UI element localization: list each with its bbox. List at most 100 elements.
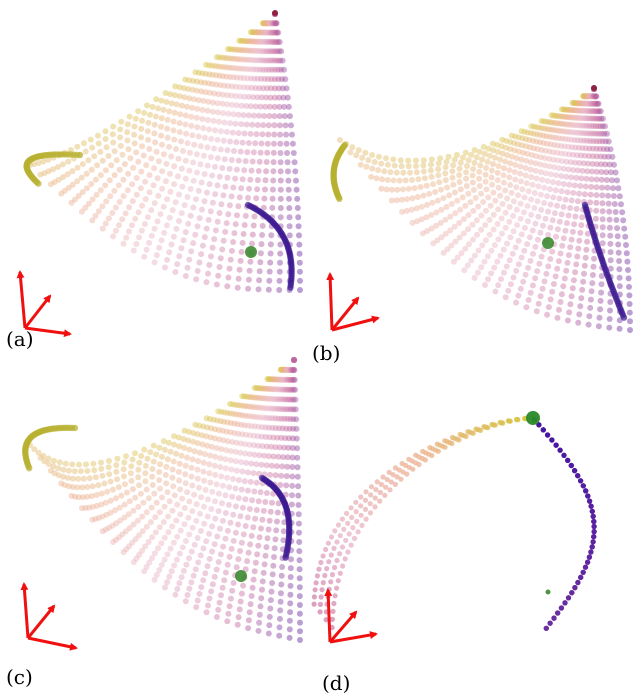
point	[512, 169, 518, 175]
point	[460, 155, 466, 161]
point	[520, 279, 526, 285]
point	[265, 132, 271, 138]
point	[138, 453, 144, 459]
point	[104, 489, 110, 495]
point	[475, 270, 481, 276]
point	[444, 204, 450, 210]
point	[568, 174, 574, 180]
point	[212, 164, 218, 170]
point	[378, 490, 383, 495]
point	[134, 192, 140, 198]
point	[225, 562, 231, 568]
point	[270, 178, 276, 184]
point	[218, 147, 224, 153]
point	[284, 141, 290, 147]
point	[535, 237, 541, 243]
point	[442, 170, 448, 176]
point	[282, 113, 288, 119]
point	[177, 486, 183, 492]
point	[555, 226, 561, 232]
point	[238, 459, 244, 465]
point	[329, 534, 334, 539]
point	[110, 487, 116, 493]
point	[481, 424, 486, 429]
point	[347, 149, 353, 155]
point	[163, 472, 169, 478]
point	[590, 544, 595, 549]
point	[143, 196, 149, 202]
point	[569, 293, 575, 299]
point	[557, 219, 563, 225]
point	[208, 154, 214, 160]
point	[195, 223, 201, 229]
point	[513, 244, 519, 250]
point	[456, 172, 462, 178]
point	[616, 250, 622, 256]
point	[450, 435, 455, 440]
point	[206, 126, 212, 132]
point	[220, 483, 226, 489]
point	[208, 588, 214, 594]
point	[161, 438, 167, 444]
point	[254, 131, 260, 137]
point	[524, 180, 530, 186]
point	[472, 147, 478, 153]
point	[189, 508, 195, 514]
point	[268, 509, 274, 515]
point	[478, 227, 484, 233]
point	[132, 216, 138, 222]
point	[227, 166, 233, 172]
point	[251, 577, 257, 583]
point	[606, 209, 612, 215]
point	[414, 169, 420, 175]
point	[210, 200, 216, 206]
point	[195, 458, 201, 464]
point-clouds	[22, 10, 633, 643]
point	[152, 577, 158, 583]
point	[198, 143, 204, 149]
point	[545, 232, 551, 238]
point	[37, 455, 43, 461]
point	[222, 184, 228, 190]
point	[329, 552, 334, 557]
point	[236, 130, 242, 136]
point	[289, 474, 295, 480]
point	[293, 416, 299, 422]
point	[488, 248, 494, 254]
point	[176, 478, 182, 484]
point	[596, 101, 602, 107]
point	[542, 278, 548, 284]
point	[594, 192, 600, 198]
point	[69, 493, 75, 499]
point	[244, 149, 250, 155]
point	[538, 169, 544, 175]
point	[222, 120, 228, 126]
point	[74, 144, 80, 150]
point	[539, 254, 545, 260]
point	[206, 262, 212, 268]
point	[116, 222, 122, 228]
point	[358, 503, 363, 508]
point	[230, 239, 236, 245]
point	[617, 283, 623, 289]
point	[177, 461, 183, 467]
point	[424, 202, 430, 208]
point	[156, 245, 162, 251]
point	[257, 268, 263, 274]
point	[171, 181, 177, 187]
point	[151, 459, 157, 465]
point	[259, 517, 265, 523]
point	[597, 306, 603, 312]
point	[58, 191, 64, 197]
point	[554, 266, 560, 272]
point	[403, 177, 409, 183]
point	[232, 176, 238, 182]
point	[164, 257, 170, 263]
point	[318, 560, 323, 565]
point	[84, 171, 90, 177]
point	[627, 301, 633, 307]
point	[314, 580, 319, 585]
point	[119, 216, 125, 222]
point	[233, 530, 239, 536]
point	[321, 553, 326, 558]
